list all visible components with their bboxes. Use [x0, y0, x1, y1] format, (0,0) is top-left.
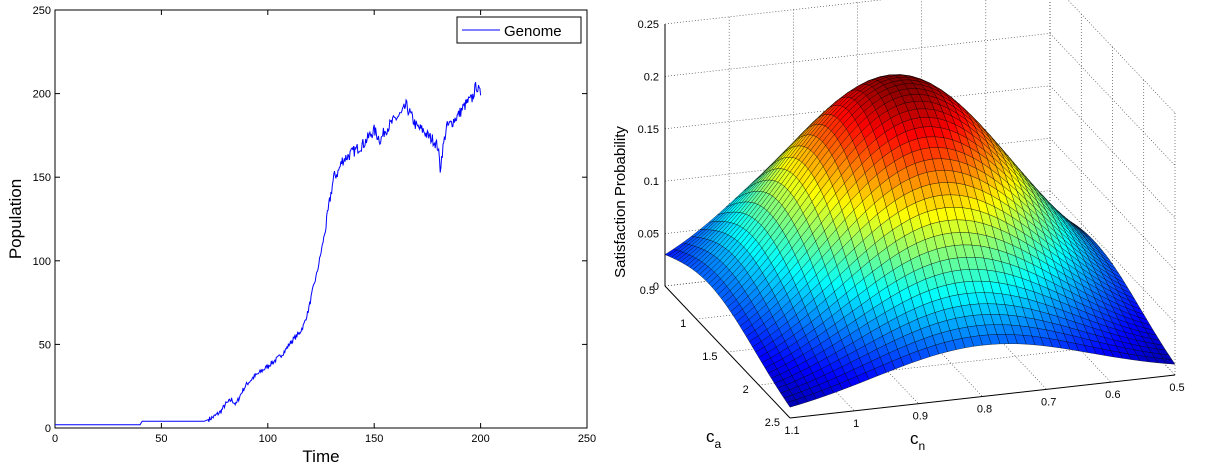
cn-tick-label: 0.8 [977, 404, 992, 416]
y-tick-label: 100 [33, 256, 51, 268]
left-x-ticks: 0 50 100 150 200 250 [52, 10, 596, 445]
cn-tick-label: 1 [853, 418, 859, 430]
x-tick-label: 100 [259, 433, 277, 445]
z-axis-label: Satisfaction Probability [612, 126, 629, 278]
wall-grid-line [1049, 137, 1176, 271]
z-tick-label: 0.2 [644, 71, 659, 83]
ca-tick-label: 2.5 [765, 417, 780, 429]
ca-axis-label: ca [706, 427, 722, 451]
satisfaction-surface-chart: 0 0.05 0.1 0.15 0.2 0.25 0.5 1 1.5 2 2.5 1.1 1 0.9 0… [612, 0, 1185, 453]
y-tick-label: 250 [33, 5, 51, 17]
wall-grid-line [1049, 85, 1176, 219]
ca-tick-label: 1 [680, 318, 686, 330]
left-y-axis-label: Population [6, 179, 25, 259]
y-tick-label: 150 [33, 172, 51, 184]
y-tick-label: 0 [45, 423, 51, 435]
ca-axis-line [664, 285, 791, 419]
cn-tick-label: 0.6 [1105, 389, 1120, 401]
cn-axis-ticks: 1.1 1 0.9 0.8 0.7 0.6 0.5 [784, 382, 1184, 437]
y-tick-label: 50 [39, 339, 51, 351]
y-tick-label: 200 [33, 89, 51, 101]
cn-tick-label: 0.9 [913, 411, 928, 423]
left-plot-frame [54, 9, 588, 429]
wall-grid-line [1067, 0, 1176, 114]
z-tick-label: 0.05 [638, 229, 659, 241]
left-y-ticks: 0 50 100 150 200 250 [33, 5, 587, 435]
wall-grid-line [1049, 33, 1176, 166]
wall-grid-line [1049, 190, 1176, 323]
ca-tick-label: 2 [743, 384, 749, 396]
cn-axis-line [789, 374, 1176, 419]
x-tick-label: 0 [52, 433, 58, 445]
cn-tick-label: 0.7 [1041, 396, 1056, 408]
z-tick-label: 0.25 [638, 19, 659, 31]
left-x-axis-label: Time [302, 447, 339, 466]
legend-entry-genome: Genome [504, 23, 562, 40]
surface-patch [786, 399, 800, 408]
z-tick-label: 0.1 [644, 176, 659, 188]
ca-axis-ticks: 0.5 1 1.5 2 2.5 [640, 285, 780, 429]
cn-tick-label: 0.5 [1169, 382, 1184, 394]
legend: Genome [456, 16, 582, 44]
x-tick-label: 150 [365, 433, 383, 445]
ca-tick-label: 1.5 [702, 351, 717, 363]
z-axis-ticks: 0 0.05 0.1 0.15 0.2 0.25 [638, 19, 659, 293]
z-tick-label: 0 [653, 281, 659, 293]
genome-series-line [55, 81, 482, 426]
wall-grid-line [664, 33, 1051, 77]
x-tick-label: 250 [578, 433, 596, 445]
surface-mesh [664, 74, 1176, 408]
ca-tick-label: 0.5 [640, 285, 655, 297]
x-tick-label: 200 [471, 433, 489, 445]
z-tick-label: 0.15 [638, 124, 659, 136]
cn-tick-label: 1.1 [784, 425, 799, 437]
x-tick-label: 50 [155, 433, 167, 445]
population-line-chart: 0 50 100 150 200 250 0 50 100 150 200 250 Time Pop… [6, 5, 596, 466]
cn-axis-label: cn [910, 429, 925, 453]
